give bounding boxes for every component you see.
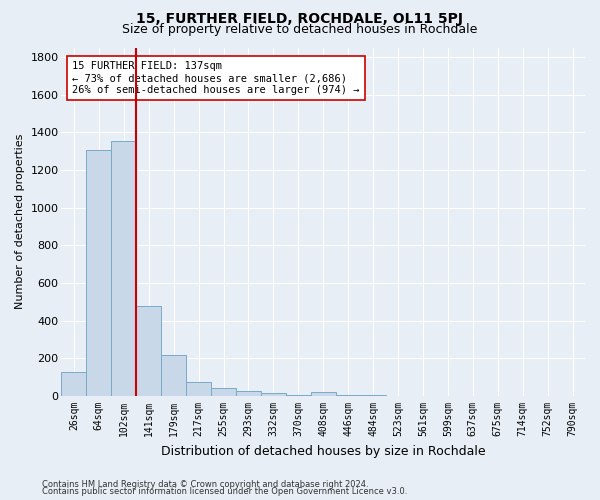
Bar (86, 150, 112, 396)
Text: Contains HM Land Registry data © Crown copyright and database right 2024.: Contains HM Land Registry data © Crown c… (42, 480, 368, 489)
Bar (61, 372, 86, 396)
Text: Size of property relative to detached houses in Rochdale: Size of property relative to detached ho… (122, 22, 478, 36)
Bar (286, 395, 311, 396)
X-axis label: Distribution of detached houses by size in Rochdale: Distribution of detached houses by size … (161, 444, 485, 458)
Text: Contains public sector information licensed under the Open Government Licence v3: Contains public sector information licen… (42, 488, 407, 496)
Bar (335, 395, 361, 396)
Bar (261, 393, 286, 396)
Bar (161, 354, 186, 396)
Bar (136, 306, 161, 396)
Y-axis label: Number of detached properties: Number of detached properties (15, 134, 25, 310)
Text: 15 FURTHER FIELD: 137sqm
← 73% of detached houses are smaller (2,686)
26% of sem: 15 FURTHER FIELD: 137sqm ← 73% of detach… (72, 62, 359, 94)
Text: 15, FURTHER FIELD, ROCHDALE, OL11 5PJ: 15, FURTHER FIELD, ROCHDALE, OL11 5PJ (137, 12, 464, 26)
Bar (236, 392, 261, 396)
Bar (211, 388, 236, 396)
Bar (186, 382, 211, 396)
Bar (311, 392, 335, 396)
Bar (361, 395, 386, 396)
Bar (112, 141, 136, 396)
